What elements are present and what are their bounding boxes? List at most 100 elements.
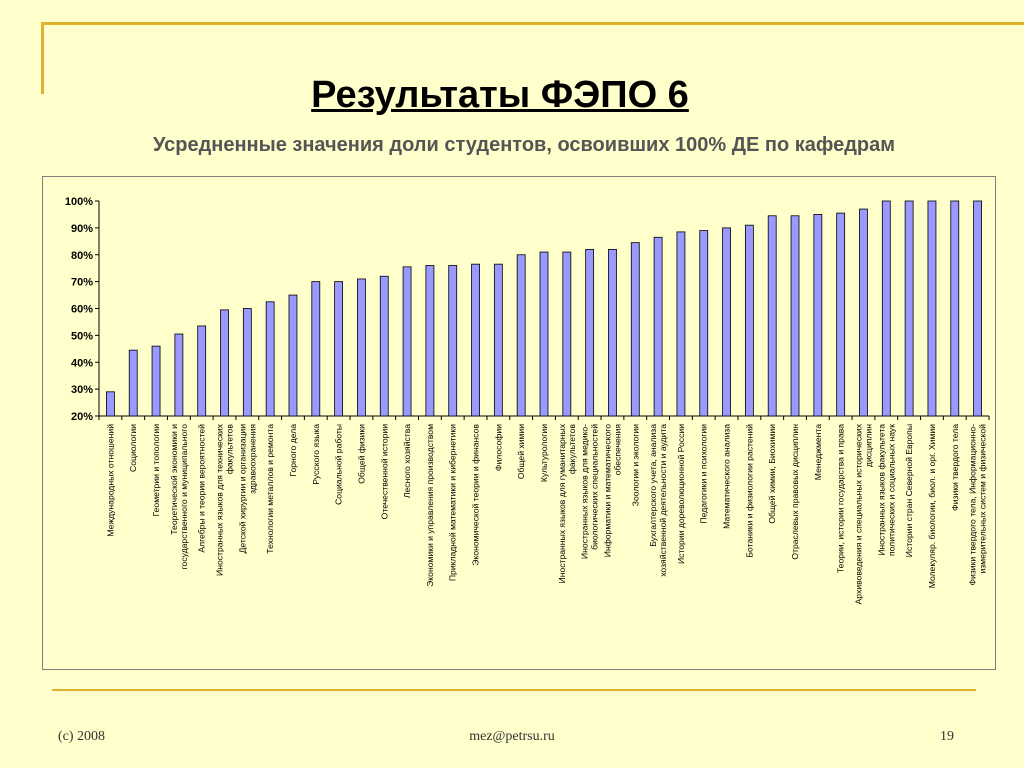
bar — [881, 200, 891, 417]
y-tick-label: 70% — [71, 277, 93, 289]
category-label: Прикладной математики и кибернетики — [448, 424, 458, 581]
category-label: Математического анализа — [722, 424, 732, 529]
category-label: Физики твердого тела — [950, 424, 960, 511]
bar — [767, 215, 777, 417]
bar — [493, 263, 503, 417]
bar — [357, 278, 366, 417]
bar — [448, 265, 458, 417]
category-label: Общей физики — [356, 424, 366, 484]
y-tick-label: 20% — [71, 411, 93, 423]
category-label: Общей химии — [516, 424, 526, 479]
category-label: Горного дела — [288, 424, 298, 477]
bar — [471, 263, 480, 417]
bar — [790, 215, 800, 417]
category-label: Иностранных языков для медико- — [580, 424, 590, 559]
slide-title: Результаты ФЭПО 6 — [311, 74, 689, 116]
bar — [744, 224, 754, 417]
y-tick-label: 60% — [71, 304, 93, 316]
bar — [950, 200, 960, 417]
bar — [379, 275, 389, 417]
y-tick-label: 40% — [71, 357, 93, 369]
bar — [151, 345, 161, 417]
y-tick-label: 100% — [65, 196, 93, 208]
y-tick-label: 50% — [71, 330, 93, 342]
category-label: Технологии металлов и ремонта — [265, 424, 275, 554]
footer-email: mez@petrsu.ru — [469, 729, 555, 744]
category-label: обеспечения — [612, 424, 622, 476]
category-label: Иностранных языков для технических — [215, 423, 225, 576]
bar — [585, 248, 595, 417]
category-label: Теории, истории государства и права — [836, 424, 846, 573]
bar — [699, 230, 709, 417]
decorative-bottom-line — [52, 689, 976, 691]
category-label: Философии — [493, 424, 503, 471]
bar — [334, 281, 344, 417]
category-label: Экономической теории и финансов — [471, 424, 481, 566]
category-label: Иностранных языков для гуманитарных — [557, 423, 567, 583]
bar — [653, 236, 663, 417]
bar — [676, 231, 686, 417]
bar — [630, 242, 640, 417]
bar — [265, 301, 275, 417]
category-label: Зоологии и экологии — [630, 424, 640, 506]
category-label: государственного и муниципального — [179, 424, 189, 570]
category-label: Социологии — [128, 424, 138, 472]
slide-subtitle: Усредненные значения доли студентов, осв… — [152, 134, 896, 156]
chart-area: 20% 30% 40% 50% 60% 70% 80% 90% 100% Международны… — [42, 176, 996, 670]
category-label: Педагогики и психологии — [699, 424, 709, 524]
category-label: политических и социальных наук — [886, 424, 896, 556]
category-label: Детской хирургии и организации — [237, 424, 247, 554]
y-tick-label: 80% — [71, 250, 93, 262]
bar — [402, 266, 412, 417]
category-label: Международных отношений — [105, 424, 115, 537]
slide-number: 19 — [940, 729, 954, 744]
category-label: Бухгалтерского учета, анализа — [648, 424, 658, 547]
y-tick-label: 30% — [71, 384, 93, 396]
bar — [813, 214, 823, 417]
category-label: Истории стран Северной Европы — [904, 424, 914, 557]
bar — [311, 281, 321, 417]
category-label: Теоретической экономики и — [169, 424, 179, 535]
category-label: Молекуляр. биологии, биол. и орг. Химии — [927, 424, 937, 588]
bar — [973, 200, 982, 417]
category-label: Менеджмента — [813, 424, 823, 480]
category-label: факультетов — [225, 424, 235, 475]
bar-chart: 20% 30% 40% 50% 60% 70% 80% 90% 100% Международны… — [65, 196, 990, 604]
category-label: Экономики и управления производством — [425, 424, 435, 587]
category-label: Физики твердого тела, Информационно- — [968, 424, 978, 586]
bar — [859, 208, 868, 417]
bar — [904, 200, 914, 417]
category-label: Геометрии и топологии — [151, 424, 161, 517]
category-label: Социальной работы — [334, 424, 344, 505]
bar — [516, 254, 526, 417]
bar — [608, 248, 617, 417]
category-label: Отечественной истории — [379, 424, 389, 520]
footer-copyright: (c) 2008 — [58, 729, 106, 744]
y-tick-label: 90% — [71, 223, 93, 235]
bar — [220, 309, 229, 417]
bar — [288, 294, 298, 417]
category-label: хозяйственной деятельности и аудита — [658, 424, 668, 577]
bar — [927, 200, 937, 417]
category-label: дисциплин — [863, 424, 873, 467]
category-label: Общей химии, Биохимии — [767, 424, 777, 524]
category-label: Лесного хозяйства — [402, 424, 412, 498]
bar — [722, 227, 731, 417]
bar — [425, 265, 435, 417]
category-label: Алгебры и теории вероятностей — [197, 424, 207, 553]
category-label: измерительных систем и физической — [978, 424, 988, 574]
bar — [106, 391, 115, 417]
bar — [128, 349, 138, 417]
bar — [197, 325, 207, 417]
category-label: факультетов — [567, 424, 577, 475]
bar — [562, 251, 572, 417]
bar — [539, 251, 549, 417]
category-label: Истории дореволюционной России — [676, 424, 686, 564]
bar — [242, 308, 252, 417]
category-label: Иностранных языков факультета — [876, 424, 886, 556]
category-label: Культурологии — [539, 424, 549, 482]
category-label: здравоохранения — [247, 424, 257, 494]
category-label: биологических специальностей — [590, 424, 600, 550]
bar — [174, 333, 184, 417]
category-label: Отраслевых правовых дисциплин — [790, 424, 800, 560]
